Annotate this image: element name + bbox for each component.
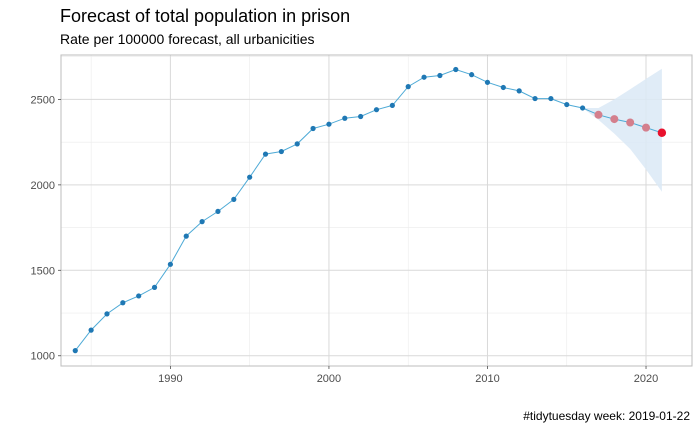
- observed-point: [469, 72, 475, 78]
- x-tick-label: 2000: [317, 373, 341, 385]
- observed-point: [136, 293, 142, 299]
- y-axis: 1000 1500 2000 2500: [31, 94, 61, 363]
- y-tick-label: 1500: [31, 265, 55, 277]
- chart-caption: #tidytuesday week: 2019-01-22: [523, 409, 690, 423]
- observed-point: [358, 113, 364, 120]
- observed-point: [151, 284, 158, 290]
- observed-point: [231, 196, 237, 202]
- forecast-point-last: [657, 128, 667, 137]
- observed-point: [120, 300, 126, 306]
- observed-point: [373, 107, 380, 113]
- chart-subtitle: Rate per 100000 forecast, all urbaniciti…: [60, 31, 315, 47]
- forecast-point: [594, 110, 603, 119]
- forecast-point: [626, 118, 635, 127]
- observed-point: [389, 102, 395, 109]
- observed-point: [310, 125, 316, 132]
- observed-point: [72, 348, 78, 354]
- observed-point: [326, 121, 332, 127]
- panel: [61, 55, 692, 366]
- observed-point: [532, 95, 538, 102]
- y-tick-label: 2000: [31, 180, 55, 192]
- y-tick-label: 2500: [31, 94, 55, 106]
- observed-point: [580, 105, 586, 111]
- forecast-ribbon: [582, 68, 662, 192]
- x-axis: 1990 2000 2010 2020: [158, 366, 658, 385]
- forecast-interval: [582, 68, 662, 192]
- y-tick-label: 1000: [31, 351, 55, 363]
- panel-border: [60, 54, 693, 367]
- observed-point: [548, 95, 554, 102]
- x-tick-label: 2010: [475, 373, 499, 385]
- minor-gridlines: [61, 55, 692, 366]
- chart-title: Forecast of total population in prison: [60, 6, 351, 26]
- observed-point: [104, 311, 110, 317]
- observed-point: [342, 115, 348, 121]
- observed-point: [437, 72, 443, 79]
- forecast-points: [594, 110, 667, 137]
- observed-point: [421, 74, 427, 80]
- observed-point: [262, 151, 269, 157]
- forecast-point: [610, 115, 619, 124]
- observed-point: [247, 174, 253, 180]
- panel-background: [61, 55, 692, 366]
- series-line: [74, 68, 663, 351]
- forecast-point: [642, 123, 651, 132]
- population-line: [74, 68, 663, 351]
- observed-point: [453, 66, 459, 73]
- observed-point: [215, 208, 221, 214]
- observed-point: [167, 261, 173, 267]
- observed-point: [278, 148, 284, 155]
- observed-points: [72, 66, 586, 354]
- observed-point: [484, 79, 491, 85]
- observed-point: [516, 88, 522, 94]
- observed-point: [500, 84, 506, 91]
- observed-point: [183, 233, 189, 239]
- observed-point: [294, 141, 300, 147]
- observed-point: [405, 84, 411, 90]
- observed-point: [564, 101, 570, 108]
- observed-point: [199, 219, 205, 225]
- x-tick-label: 2020: [634, 373, 658, 385]
- x-tick-label: 1990: [158, 373, 182, 385]
- observed-point: [88, 327, 94, 333]
